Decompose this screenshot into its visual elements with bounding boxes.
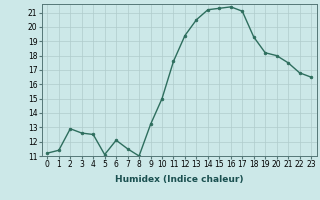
- X-axis label: Humidex (Indice chaleur): Humidex (Indice chaleur): [115, 175, 244, 184]
